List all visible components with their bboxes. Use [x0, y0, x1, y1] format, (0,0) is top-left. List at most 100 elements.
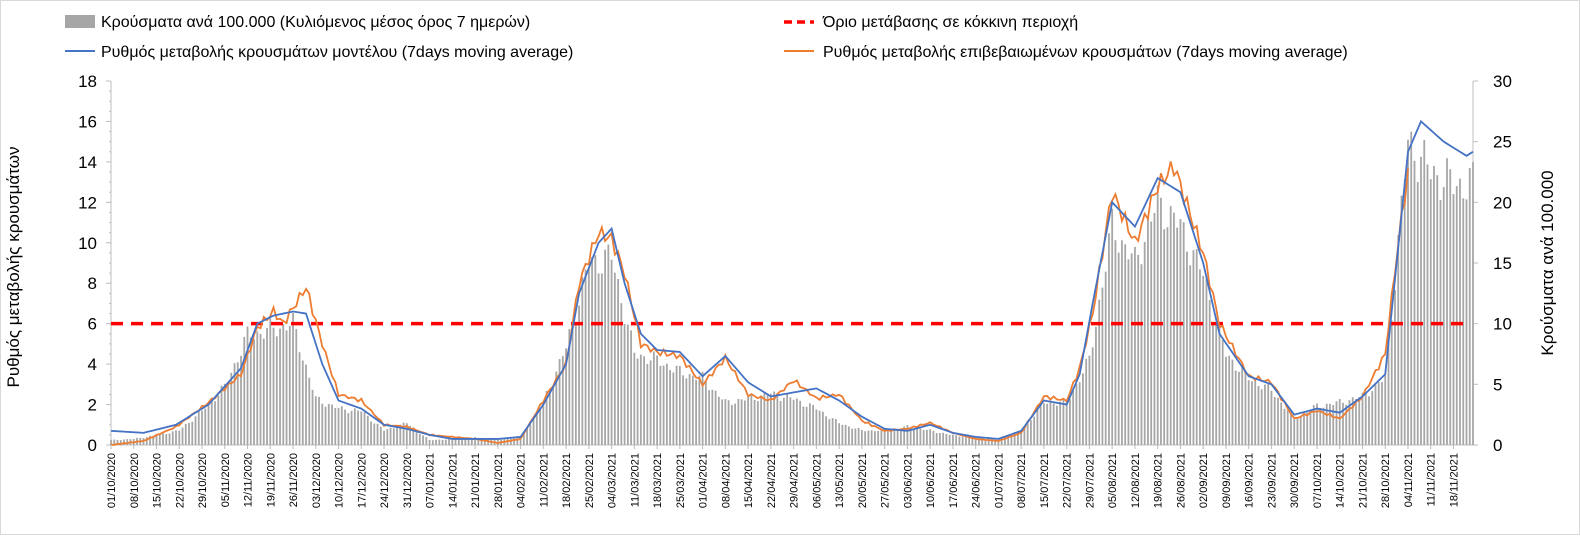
- bar: [539, 408, 541, 445]
- bar: [1351, 397, 1354, 445]
- bar: [1062, 398, 1065, 445]
- bar: [425, 437, 428, 445]
- bar: [327, 404, 330, 445]
- bar: [685, 378, 688, 445]
- bar: [695, 379, 697, 445]
- bar: [1299, 415, 1302, 445]
- bar: [233, 363, 236, 445]
- y-axis-left-title: Ρυθμός μεταβολής κρουσμάτων: [4, 147, 23, 388]
- bar: [808, 403, 811, 445]
- bar: [1043, 403, 1045, 445]
- bar: [1221, 339, 1224, 445]
- bar: [152, 435, 155, 445]
- bar: [1247, 380, 1250, 445]
- bar: [665, 363, 668, 445]
- bar: [513, 438, 515, 445]
- x-tick-label: 19/11/2020: [265, 453, 277, 507]
- bar: [688, 374, 691, 445]
- bar: [1403, 179, 1406, 445]
- bar: [747, 396, 750, 445]
- bar: [874, 431, 876, 445]
- bar: [1358, 397, 1361, 445]
- bar: [675, 365, 678, 445]
- bar: [623, 323, 626, 445]
- bar: [1117, 252, 1120, 445]
- bar: [334, 408, 337, 445]
- bar: [236, 362, 239, 445]
- bar: [1264, 384, 1266, 445]
- x-tick-label: 21/01/2021: [470, 453, 482, 508]
- bar: [1257, 385, 1260, 445]
- bar: [1013, 432, 1016, 445]
- bar: [1306, 412, 1309, 445]
- bar: [926, 429, 928, 445]
- x-tick-label: 22/07/2021: [1062, 453, 1074, 508]
- bar: [405, 423, 408, 445]
- bar: [965, 436, 967, 445]
- bar: [1065, 401, 1068, 445]
- bar: [1046, 403, 1049, 445]
- bar: [1364, 393, 1367, 445]
- x-tick-label: 05/08/2021: [1107, 453, 1119, 508]
- x-tick-label: 13/05/2021: [834, 453, 846, 508]
- x-tick-label: 11/03/2021: [629, 453, 641, 507]
- bar: [636, 358, 639, 445]
- x-tick-label: 07/10/2021: [1312, 453, 1324, 508]
- x-tick-label: 29/04/2021: [789, 453, 801, 508]
- bar: [337, 407, 340, 445]
- bar: [1293, 417, 1296, 445]
- x-tick-label: 26/08/2021: [1175, 453, 1187, 508]
- bar: [825, 416, 828, 445]
- bar: [1332, 405, 1335, 445]
- bar: [1465, 199, 1468, 445]
- bar: [558, 359, 561, 445]
- x-tick-label: 18/11/2021: [1448, 453, 1460, 507]
- bar: [1267, 383, 1270, 445]
- bar: [301, 360, 304, 445]
- bar: [272, 327, 275, 445]
- bar: [1303, 412, 1305, 445]
- y-left-tick-label: 16: [78, 112, 97, 131]
- bar: [438, 439, 441, 445]
- bar: [1199, 269, 1201, 445]
- bar: [1036, 408, 1039, 445]
- bar: [1468, 167, 1471, 445]
- bar: [913, 429, 915, 445]
- bar: [1218, 322, 1221, 445]
- bar: [1215, 322, 1218, 445]
- bar: [1241, 365, 1244, 445]
- bar: [1208, 300, 1211, 445]
- bar: [155, 435, 158, 445]
- bar: [939, 433, 941, 445]
- bar: [1374, 382, 1377, 445]
- bar: [844, 424, 847, 445]
- bar: [464, 438, 467, 445]
- bar: [854, 428, 857, 445]
- bar: [223, 383, 226, 445]
- y-left-tick-label: 14: [78, 153, 97, 172]
- bar: [1407, 139, 1409, 446]
- bar: [116, 439, 119, 445]
- bar: [565, 348, 567, 445]
- bar: [909, 427, 912, 445]
- bar: [672, 372, 675, 445]
- bar: [896, 428, 899, 445]
- bar: [259, 333, 262, 445]
- bar: [805, 406, 808, 445]
- y-left-tick-label: 10: [78, 234, 97, 253]
- bar: [1260, 389, 1263, 445]
- bar: [773, 391, 776, 445]
- bar: [158, 434, 161, 445]
- bar: [396, 427, 398, 445]
- bar: [948, 434, 951, 445]
- bar: [1413, 160, 1416, 445]
- bar: [451, 438, 454, 445]
- bar: [448, 438, 450, 445]
- bar: [1342, 402, 1344, 445]
- bar: [314, 396, 317, 445]
- bar: [295, 329, 298, 445]
- bar: [441, 439, 444, 445]
- bar: [1436, 175, 1439, 445]
- bar: [721, 399, 724, 445]
- x-tick-label: 24/12/2020: [379, 453, 391, 508]
